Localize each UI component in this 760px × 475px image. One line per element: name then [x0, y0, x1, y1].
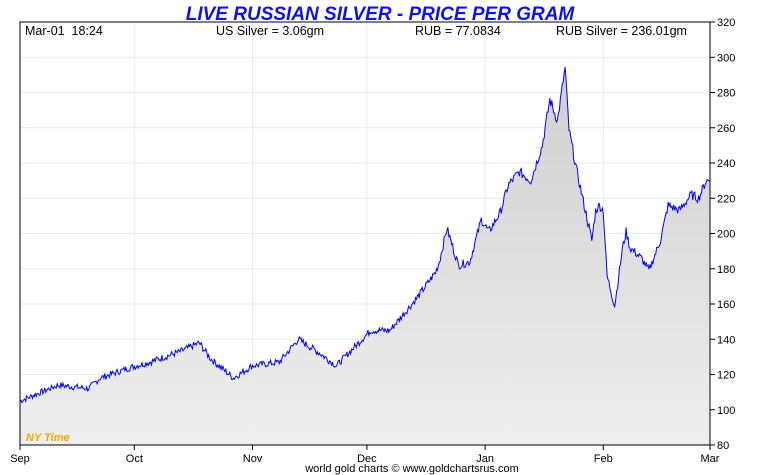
footer-credit: world gold charts © www.goldchartsrus.co… [304, 463, 519, 475]
y-tick-label: 80 [717, 440, 729, 452]
y-tick-label: 180 [717, 264, 735, 276]
y-tick-label: 100 [717, 405, 735, 417]
y-tick-label: 140 [717, 334, 735, 346]
price-area-fill [20, 67, 710, 445]
y-tick-label: 160 [717, 299, 735, 311]
x-tick-label: Sep [10, 453, 30, 465]
y-tick-label: 300 [717, 52, 735, 64]
y-tick-label: 220 [717, 193, 735, 205]
x-tick-label: Feb [594, 453, 613, 465]
x-axis: Sep Oct Nov Dec Jan Feb Mar [10, 445, 720, 465]
chart-title: LIVE RUSSIAN SILVER - PRICE PER GRAM [186, 4, 576, 25]
header-datetime: Mar-01 18:24 [25, 24, 103, 38]
header-rub-silver: RUB Silver = 236.01gm [556, 24, 687, 38]
x-tick-label: Oct [126, 453, 143, 465]
timezone-label: NY Time [26, 432, 70, 444]
y-tick-label: 260 [717, 123, 735, 135]
y-tick-label: 280 [717, 88, 735, 100]
y-tick-label: 320 [717, 17, 735, 29]
header-rub-rate: RUB = 77.0834 [415, 24, 501, 38]
x-tick-label: Dec [357, 453, 377, 465]
y-axis: 80 100 120 140 160 180 200 220 240 260 280 300 320 [710, 17, 735, 452]
y-tick-label: 200 [717, 229, 735, 241]
price-line [19, 66, 711, 404]
x-tick-label: Jan [476, 453, 494, 465]
y-tick-label: 120 [717, 370, 735, 382]
x-tick-label: Mar [701, 453, 720, 465]
y-tick-label: 240 [717, 158, 735, 170]
header-us-silver: US Silver = 3.06gm [216, 24, 324, 38]
x-tick-label: Nov [243, 453, 263, 465]
